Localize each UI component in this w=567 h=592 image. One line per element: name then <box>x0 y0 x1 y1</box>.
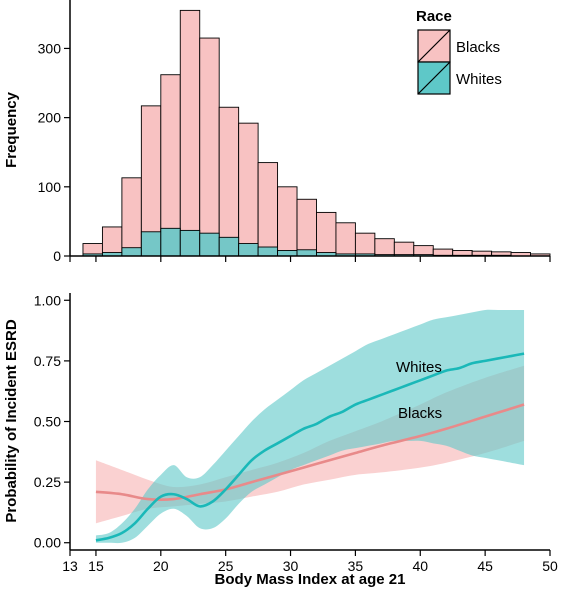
line-whites <box>95 352 525 542</box>
xtick-label-1: 15 <box>88 558 104 574</box>
probability-axes: 0.00 0.25 0.50 0.75 1.00 13 15 20 25 30 35 40 45 50 <box>34 292 558 574</box>
histogram-panel: 0 100 200 300 Frequency Race Blacks Whites <box>3 0 551 264</box>
bar-blacks-14 <box>354 232 376 257</box>
xtick-label-0: 13 <box>62 558 78 574</box>
legend-label-whites: Whites <box>456 71 502 88</box>
probability-ylabel: Probability of Incident ESRD <box>3 319 20 523</box>
probability-ytick-label-3: 0.75 <box>34 353 61 369</box>
bar-blacks-13 <box>335 222 356 257</box>
bar-blacks-8 <box>238 122 259 257</box>
histogram-bars-blacks <box>82 9 551 257</box>
line-blacks <box>95 403 525 501</box>
bar-blacks-7 <box>218 106 240 257</box>
legend-swatch-line-blacks <box>417 29 451 63</box>
histogram-ytick-label-3: 300 <box>38 40 62 56</box>
bar-blacks-9 <box>257 162 279 257</box>
probability-ytick-label-2: 0.50 <box>34 414 61 430</box>
histogram-ytick-label-2: 200 <box>38 110 62 126</box>
probability-panel: 0.00 0.25 0.50 0.75 1.00 13 15 20 25 30 35 40 45 50 W… <box>3 292 558 588</box>
annotation-blacks: Blacks <box>398 405 442 422</box>
x-axis-title: Body Mass Index at age 21 <box>215 571 406 588</box>
bar-whites-4 <box>160 227 181 257</box>
histogram-ytick-label-1: 100 <box>38 179 62 195</box>
bar-blacks-5 <box>179 9 201 257</box>
bar-whites-5 <box>179 229 201 257</box>
bar-blacks-6 <box>199 37 220 257</box>
bar-blacks-10 <box>277 186 298 257</box>
xtick-label-5: 35 <box>348 558 364 574</box>
legend-title: Race <box>416 8 452 25</box>
bar-whites-8 <box>238 243 259 257</box>
bar-blacks-12 <box>316 211 337 257</box>
legend-item-whites: Whites <box>417 61 502 95</box>
bar-blacks-1 <box>101 226 123 257</box>
bar-whites-2 <box>121 247 142 257</box>
bar-whites-7 <box>218 236 240 257</box>
bar-blacks-16 <box>393 241 415 257</box>
xtick-label-6: 40 <box>412 558 428 574</box>
histogram-axes: 0 100 200 300 <box>38 0 551 264</box>
histogram-ylabel: Frequency <box>3 91 20 168</box>
xtick-label-7: 45 <box>477 558 493 574</box>
annotation-whites: Whites <box>396 359 442 376</box>
xtick-label-3: 25 <box>218 558 234 574</box>
bar-blacks-2 <box>121 177 142 257</box>
bar-whites-3 <box>140 231 162 257</box>
bar-whites-11 <box>296 249 317 257</box>
bar-blacks-15 <box>374 238 395 257</box>
legend: Race Blacks Whites <box>416 8 502 95</box>
bar-blacks-11 <box>296 198 317 257</box>
legend-label-blacks: Blacks <box>456 39 500 56</box>
probability-ytick-label-1: 0.25 <box>34 474 61 490</box>
legend-swatch-line-whites <box>417 61 451 95</box>
xtick-label-4: 30 <box>283 558 299 574</box>
xtick-label-8: 50 <box>542 558 558 574</box>
bar-whites-10 <box>277 250 298 257</box>
probability-ytick-label-0: 0.00 <box>34 535 61 551</box>
bar-whites-6 <box>199 232 220 257</box>
legend-item-blacks: Blacks <box>417 29 500 63</box>
xtick-label-2: 20 <box>153 558 169 574</box>
probability-lines <box>95 352 525 542</box>
histogram-ytick-label-0: 0 <box>53 248 61 264</box>
bar-whites-9 <box>257 246 279 257</box>
probability-ytick-label-4: 1.00 <box>34 292 61 308</box>
